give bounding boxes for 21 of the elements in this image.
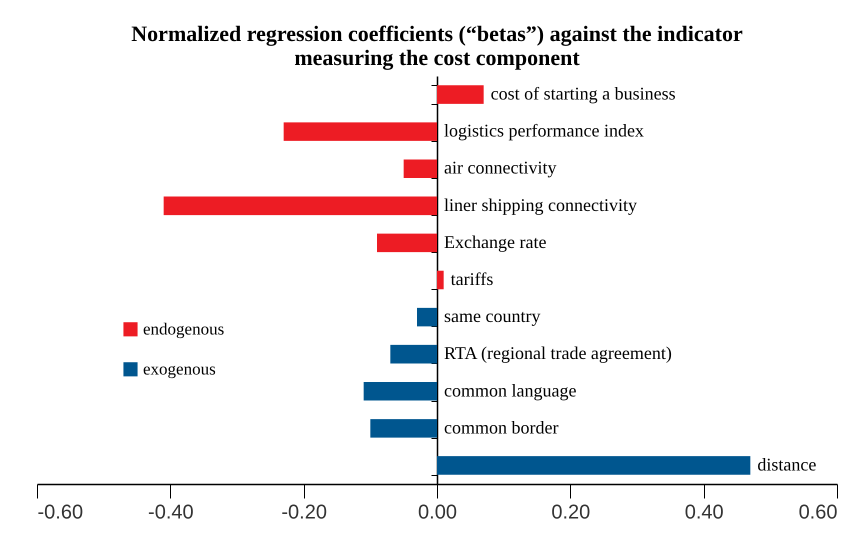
y-tick-label: air connectivity: [444, 158, 556, 178]
x-tick-label: 0.00: [418, 502, 457, 524]
x-tick-label: -0.20: [281, 502, 327, 524]
legend-label: exogenous: [143, 359, 216, 378]
y-tick-label: common border: [444, 417, 558, 438]
y-tick-label: common language: [444, 380, 576, 400]
x-tick-label: 0.40: [684, 502, 724, 524]
legend-label: endogenous: [143, 319, 224, 338]
x-tick-label: -0.40: [148, 502, 194, 524]
x-tick-label: 0.60: [798, 502, 838, 524]
chart-title: Normalized regression coefficients (“betas”) against the indicator measuring the cost component: [131, 21, 743, 70]
y-tick-label: cost of starting a business: [490, 84, 676, 104]
y-tick-label: same country: [444, 306, 540, 326]
x-tick-label: -0.60: [38, 502, 84, 524]
y-tick-label: distance: [757, 454, 816, 474]
x-tick-label: 0.20: [551, 502, 590, 524]
y-tick-label: liner shipping connectivity: [444, 194, 637, 215]
y-tick-label: Exchange rate: [444, 232, 546, 252]
y-tick-label: tariffs: [450, 269, 494, 289]
y-tick-label: logistics performance index: [444, 120, 644, 141]
y-tick-label: RTA (regional trade agreement): [444, 343, 672, 364]
